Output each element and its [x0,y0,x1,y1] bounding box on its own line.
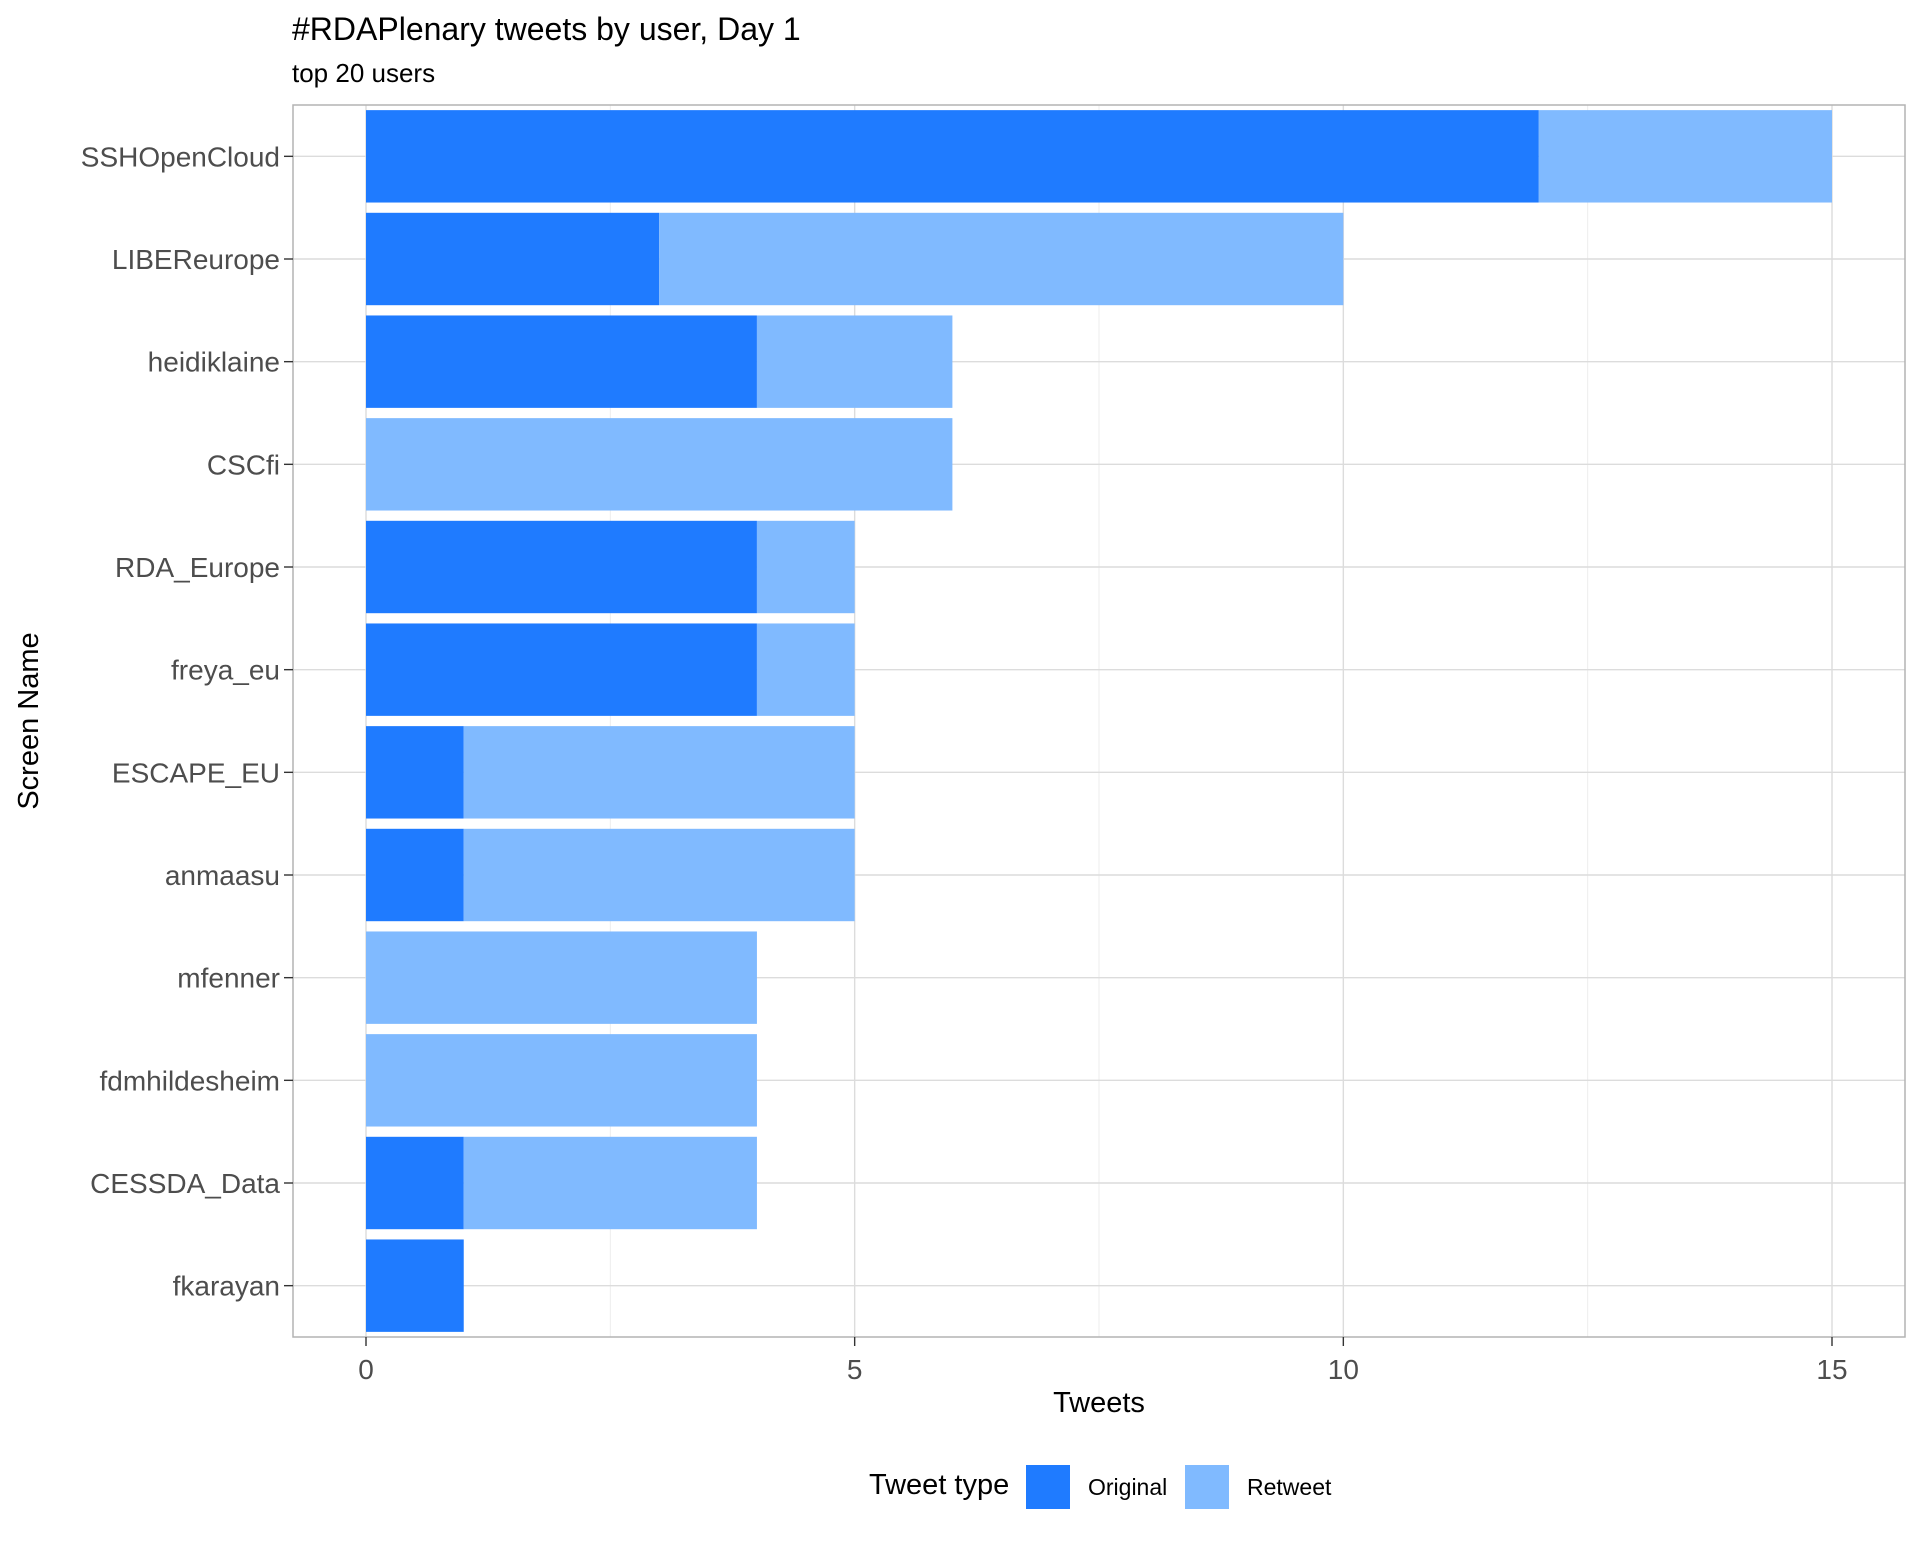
chart-title: #RDAPlenary tweets by user, Day 1 [292,11,801,47]
y-tick-label: ESCAPE_EU [112,757,280,788]
y-tick-label: fdmhildesheim [99,1065,280,1096]
bar-retweet-anmaasu [463,828,855,922]
legend-items: Original Retweet [1026,1465,1332,1509]
y-tick-label: anmaasu [165,860,280,891]
bar-original-rda_europe [366,520,757,614]
x-tick-label: 15 [1816,1354,1847,1385]
x-tick-labels: 0 5 10 15 [358,1337,1848,1385]
bar-original-sshopencloud [366,110,1539,203]
x-tick-label: 5 [847,1354,863,1385]
bar-original-anmaasu [366,828,464,922]
x-tick-label: 10 [1328,1354,1359,1385]
bar-retweet-rda_europe [756,520,855,614]
bar-retweet-fdmhildesheim [366,1034,757,1127]
bar-retweet-libereurope [659,212,1344,306]
bar-original-fkarayan [366,1239,464,1332]
bar-retweet-heidiklaine [756,315,953,408]
legend-label-retweet: Retweet [1247,1474,1332,1500]
y-tick-labels: SSHOpenCloud LIBEReurope heidiklaine CSCfi R… [81,141,293,1302]
bar-retweet-sshopencloud [1538,110,1832,203]
chart-subtitle: top 20 users [292,58,435,88]
x-axis-title: Tweets [1053,1387,1145,1419]
y-tick-label: heidiklaine [148,347,280,378]
panel-border [292,104,1906,1338]
bars-layer [366,110,1832,1332]
bar-retweet-mfenner [366,931,757,1024]
x-tick-label: 0 [358,1354,374,1385]
y-tick-label: CESSDA_Data [90,1168,280,1199]
legend-label-original: Original [1088,1474,1167,1500]
bar-retweet-cscfi [366,418,953,511]
bar-original-libereurope [366,212,660,306]
y-tick-label: freya_eu [171,655,280,686]
bar-original-heidiklaine [366,315,757,408]
y-tick-label: CSCfi [207,449,280,480]
bar-original-cessda_data [366,1136,464,1230]
y-tick-label: mfenner [177,963,280,994]
bar-retweet-freya_eu [756,623,855,716]
bar-retweet-escape_eu [463,726,855,819]
legend-key-original [1026,1465,1070,1509]
y-axis-title: Screen Name [13,632,45,809]
y-tick-label: SSHOpenCloud [81,141,280,172]
y-tick-label: RDA_Europe [115,552,280,583]
legend-title: Tweet type [869,1469,1009,1501]
y-tick-label: LIBEReurope [112,244,280,275]
bar-retweet-cessda_data [463,1136,757,1230]
bar-original-freya_eu [366,623,757,716]
legend-key-retweet [1185,1465,1229,1509]
y-tick-label: fkarayan [173,1271,280,1302]
bar-original-escape_eu [366,726,464,819]
legend: Tweet type Original Retweet [869,1465,1332,1509]
